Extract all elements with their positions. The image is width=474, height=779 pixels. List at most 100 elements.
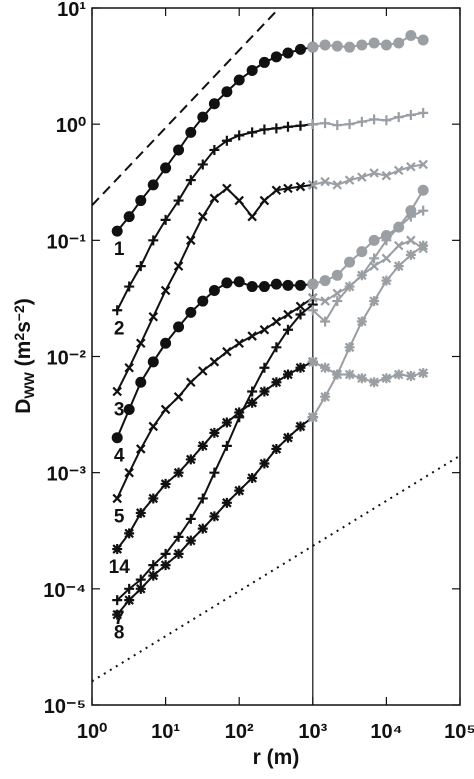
- data-point: [405, 109, 416, 120]
- y-label-part: (m: [12, 341, 35, 373]
- data-point: [307, 278, 319, 290]
- data-point: [258, 281, 270, 293]
- data-point: [368, 234, 380, 246]
- data-point: [417, 34, 429, 46]
- data-point: [282, 279, 294, 291]
- reference-line: [91, 454, 461, 683]
- series-line: [312, 34, 424, 49]
- data-point: [112, 493, 122, 504]
- data-point: [331, 40, 343, 52]
- data-point: [393, 261, 404, 272]
- data-point: [246, 281, 258, 293]
- data-point: [123, 211, 135, 223]
- data-point: [160, 404, 171, 415]
- data-point: [209, 357, 220, 367]
- data-point: [160, 548, 171, 559]
- data-point: [233, 276, 245, 288]
- y-tick-label: 10⁰: [56, 115, 86, 137]
- data-point: [320, 362, 331, 373]
- data-point: [233, 74, 245, 86]
- data-point: [369, 168, 379, 178]
- series-line: [312, 189, 425, 286]
- data-point: [160, 560, 171, 571]
- series-label: 5: [114, 506, 125, 527]
- data-point: [160, 214, 171, 225]
- data-point: [111, 432, 123, 444]
- data-point: [247, 386, 258, 397]
- data-point: [208, 284, 220, 296]
- data-point: [160, 162, 172, 174]
- data-point: [356, 270, 367, 281]
- data-point: [247, 397, 258, 408]
- data-point: [148, 560, 159, 571]
- data-point: [135, 574, 146, 585]
- data-point: [282, 47, 294, 59]
- data-point: [197, 523, 208, 534]
- data-point: [332, 180, 343, 190]
- data-point: [221, 497, 232, 508]
- data-point: [294, 279, 306, 291]
- data-point: [405, 211, 416, 222]
- plot-frame: [91, 7, 461, 706]
- data-point: [209, 467, 220, 478]
- y-label-part: D: [12, 399, 35, 414]
- data-point: [282, 369, 293, 380]
- data-point: [197, 295, 209, 307]
- data-point: [259, 195, 270, 206]
- data-point: [246, 64, 258, 76]
- data-point: [148, 235, 159, 246]
- data-point: [344, 41, 356, 53]
- data-point: [247, 211, 257, 222]
- data-point: [173, 392, 184, 402]
- data-point: [381, 275, 392, 286]
- data-point: [295, 301, 306, 312]
- data-point: [393, 165, 404, 176]
- data-point: [185, 306, 197, 318]
- data-point: [185, 454, 196, 465]
- data-point: [221, 277, 233, 289]
- data-point: [295, 421, 306, 432]
- data-point: [295, 120, 306, 131]
- data-point: [332, 288, 343, 299]
- data-point: [369, 377, 380, 388]
- data-point: [208, 98, 220, 110]
- data-point: [381, 115, 392, 126]
- y-tick-label: 10⁻⁴: [43, 580, 86, 602]
- series-line: [311, 244, 424, 418]
- data-point: [186, 377, 196, 388]
- data-point: [221, 440, 232, 451]
- series-label: 3: [114, 399, 125, 420]
- data-point: [271, 185, 282, 196]
- data-point: [381, 253, 392, 264]
- data-point: [282, 324, 293, 335]
- data-point: [135, 195, 147, 207]
- data-point: [307, 41, 319, 53]
- data-point: [135, 507, 146, 518]
- data-point: [148, 493, 159, 504]
- data-point: [247, 127, 258, 138]
- y-label-part: s: [12, 321, 35, 333]
- data-point: [271, 443, 282, 454]
- x-tick-label: 10⁰: [77, 721, 107, 743]
- data-point: [247, 472, 258, 483]
- data-point: [173, 531, 184, 542]
- data-point: [344, 369, 355, 380]
- x-tick-label: 10⁵: [444, 721, 474, 743]
- data-point: [307, 356, 318, 367]
- data-point: [124, 595, 135, 606]
- data-point: [160, 337, 172, 349]
- data-point: [356, 373, 367, 384]
- data-point: [209, 511, 220, 522]
- data-point: [198, 211, 208, 222]
- data-point: [319, 275, 331, 287]
- series-line: [312, 360, 424, 384]
- x-tick-label: 10¹: [151, 721, 180, 743]
- data-point: [405, 205, 417, 217]
- data-point: [148, 421, 159, 432]
- data-point: [418, 107, 429, 118]
- data-point: [186, 235, 196, 246]
- data-point: [147, 179, 159, 191]
- data-point: [185, 175, 196, 186]
- series-label: 1: [114, 239, 125, 260]
- data-point: [393, 222, 404, 233]
